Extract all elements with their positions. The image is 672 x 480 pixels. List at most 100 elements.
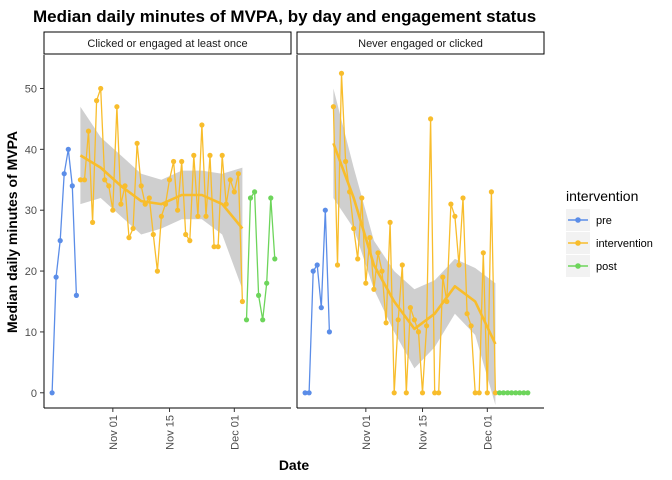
legend-key-point-pre (575, 217, 581, 223)
panel-2-plot-area (296, 55, 531, 408)
panel-1-confidence-ribbon (80, 106, 243, 290)
legend-label-intervention: intervention (596, 238, 653, 250)
panel-1: Clicked or engaged at least once (43, 31, 292, 408)
panel-2-point-intervention-40 (492, 390, 498, 396)
y-tick-label-3: 30 (25, 205, 37, 217)
panel-1-point-intervention-27 (187, 238, 193, 244)
legend-title: intervention (566, 188, 638, 204)
panel-2-point-intervention-29 (448, 201, 454, 207)
panel-1-strip (43, 31, 292, 55)
panel-1-point-intervention-35 (219, 152, 225, 158)
panel-2-point-intervention-24 (428, 116, 434, 122)
panel-2-point-intervention-10 (371, 286, 377, 292)
panel-2-point-intervention-39 (488, 189, 494, 195)
x-axis-title: Date (279, 457, 310, 473)
panel-1-point-intervention-26 (183, 231, 189, 238)
panel-1-smooth-line (79, 154, 244, 230)
panel-1-point-intervention-14 (134, 140, 140, 146)
panel-1-point-intervention-10 (118, 201, 124, 207)
panel-1-point-pre-6 (73, 292, 79, 298)
legend-key-point-intervention (575, 240, 581, 246)
panel-2-point-intervention-12 (379, 268, 385, 274)
panel-1-point-post-7 (272, 256, 278, 262)
panel-1-point-post-3 (256, 292, 262, 298)
panel-2-point-intervention-0 (330, 104, 336, 110)
panel-2-point-intervention-37 (480, 250, 486, 256)
panel-2-point-intervention-6 (355, 256, 361, 262)
panel-1-point-intervention-15 (138, 183, 144, 189)
panel-1-point-intervention-31 (203, 213, 209, 219)
panel-2-point-pre-0 (302, 390, 308, 396)
panel-1-point-intervention-25 (179, 158, 185, 165)
panel-2-point-post-2 (505, 390, 511, 396)
panel-1-point-intervention-17 (146, 195, 152, 201)
panel-1-point-intervention-9 (114, 104, 120, 110)
panel-1-plot-area (43, 55, 278, 408)
panel-1-point-intervention-19 (154, 268, 160, 274)
panel-1-point-intervention-0 (77, 177, 83, 183)
panel-2-point-intervention-3 (343, 158, 349, 165)
panel-2: Never engaged or clicked (296, 31, 545, 408)
panel-2-point-intervention-30 (452, 213, 458, 219)
panel-1-point-intervention-12 (126, 235, 132, 241)
panel-2-point-intervention-21 (415, 329, 422, 335)
panel-2-point-intervention-1 (334, 262, 341, 268)
panel-2-point-post-7 (525, 390, 531, 396)
panel-1-point-pre-0 (49, 390, 55, 396)
panel-2-point-intervention-27 (440, 274, 446, 280)
panel-2-point-post-1 (500, 390, 507, 396)
panel-2-point-pre-6 (326, 329, 332, 335)
panel-1-point-intervention-24 (175, 207, 181, 213)
panel-1-point-intervention-37 (227, 177, 233, 183)
panel-2-strip-label: Never engaged or clicked (358, 38, 483, 50)
panel-2-point-intervention-15 (391, 390, 397, 396)
panel-2-point-post-4 (513, 390, 519, 396)
panel-2-point-pre-2 (310, 268, 316, 274)
legend-key-point-post (575, 263, 581, 269)
panel-1-point-intervention-20 (158, 213, 164, 219)
panel-2-point-intervention-35 (472, 390, 478, 396)
panel-1-point-intervention-7 (106, 183, 112, 189)
panel-1-point-intervention-29 (195, 213, 201, 219)
panel-2-point-intervention-33 (464, 311, 470, 317)
panel-2-point-intervention-13 (383, 320, 389, 326)
panel-2-point-intervention-2 (338, 70, 345, 76)
panel-1-point-intervention-22 (166, 177, 173, 183)
panel-2-point-intervention-19 (407, 305, 413, 311)
panel-1-point-intervention-18 (150, 231, 156, 238)
panel-2-confidence-ribbon (333, 88, 496, 405)
panel-1-point-intervention-8 (110, 207, 116, 213)
panel-1-line-post (245, 189, 276, 320)
legend-label-pre: pre (596, 215, 612, 227)
panel-1-point-post-4 (260, 317, 266, 323)
y-axis-title: Median daily minutes of MVPA (4, 131, 20, 333)
panel-1-point-intervention-33 (211, 244, 217, 250)
y-tick-label-0: 0 (31, 388, 37, 400)
panel-2-point-intervention-16 (395, 317, 401, 323)
panel-1-point-intervention-2 (85, 128, 92, 134)
y-tick-label-5: 50 (25, 83, 37, 95)
panel-1-x-tick-label-2: Dec 01 (229, 415, 241, 450)
legend-keys: pre intervention post (566, 209, 653, 277)
legend-label-post: post (596, 261, 617, 273)
chart-title: Median daily minutes of MVPA, by day and… (33, 7, 536, 26)
panel-2-point-intervention-8 (363, 280, 369, 286)
panel-2-x-tick-label-2: Dec 01 (482, 415, 494, 450)
panel-1-x-tick-label-0: Nov 01 (108, 415, 120, 450)
panel-2-point-intervention-36 (476, 390, 482, 396)
panel-2-point-post-5 (517, 390, 523, 396)
panel-2-point-intervention-25 (432, 390, 438, 396)
panel-1-point-intervention-40 (239, 298, 245, 305)
panel-2-point-intervention-22 (419, 390, 426, 396)
panel-1-point-intervention-39 (235, 171, 241, 177)
panel-2-point-intervention-20 (411, 317, 417, 323)
panel-1-x-tick-label-1: Nov 15 (165, 415, 177, 450)
panel-2-point-post-6 (521, 390, 527, 396)
panel-2-point-intervention-34 (468, 323, 474, 329)
panel-2-point-intervention-18 (403, 390, 409, 396)
x-axes: Nov 01 Nov 15 Dec 01 Nov 01 Nov 15 Dec 01 (44, 407, 544, 450)
panel-1-point-post-2 (252, 189, 258, 195)
panel-2-point-post-3 (509, 390, 515, 396)
panel-2-point-intervention-38 (484, 390, 490, 396)
